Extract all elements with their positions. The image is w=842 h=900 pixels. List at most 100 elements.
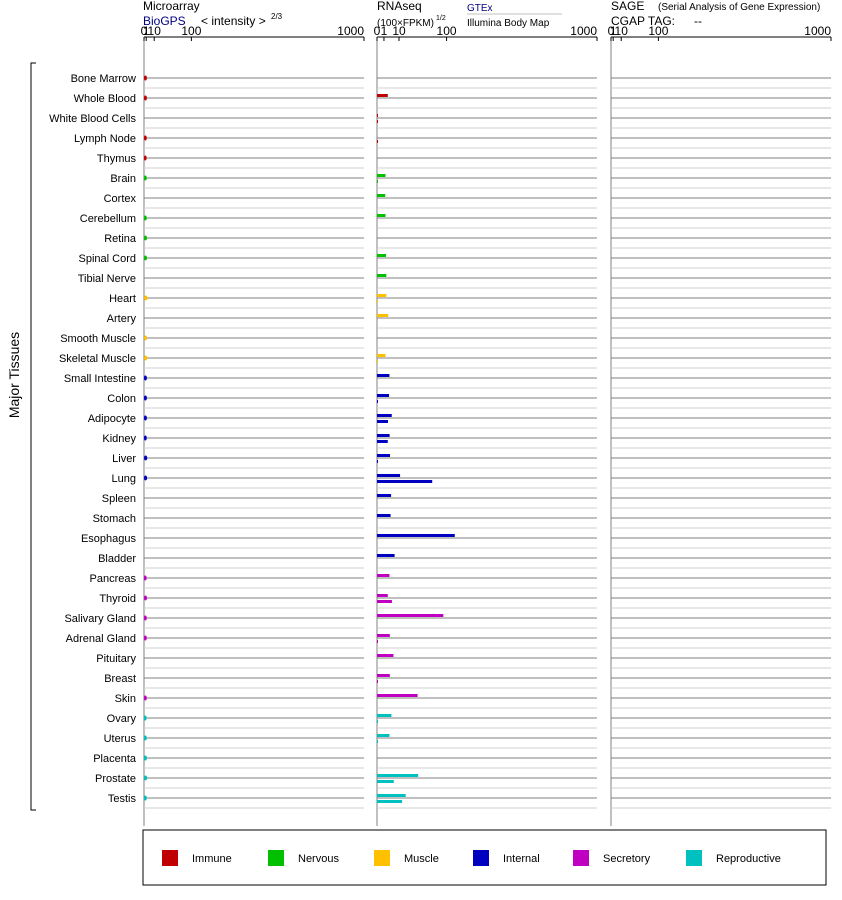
bar-gtex [377,514,391,517]
microarray-tick-label: 1000 [337,24,364,38]
tissue-label: Breast [104,673,136,685]
rnaseq-tick-label: 1 [381,24,388,38]
bar-gtex [377,474,401,477]
bar-biogps [144,295,148,301]
tissue-label: Cortex [104,193,137,205]
gtex-link[interactable]: GTEx [467,3,493,14]
tissue-label: Liver [112,453,136,465]
bar-gtex [377,434,390,437]
tissue-label: Kidney [102,433,136,445]
bar-gtex [377,554,395,557]
bar-gtex [377,594,388,597]
bar-gtex [377,494,392,497]
bars-layer [144,75,455,803]
tissue-label: Lung [112,473,136,485]
tissue-label: Whole Blood [74,93,136,105]
bar-biogps [144,355,148,361]
bar-biogps [144,775,148,781]
microarray-tick-label: 1 [143,24,150,38]
bar-gtex [377,214,386,217]
bar-gtex [377,794,406,797]
cgap-tag-value: -- [694,14,702,28]
tissue-label: Smooth Muscle [60,333,136,345]
rnaseq-tick-label: 10 [392,24,406,38]
bar-biogps [144,175,147,181]
rnaseq-tick-label: 100 [437,24,457,38]
legend-label-muscle: Muscle [404,853,439,865]
bar-gtex [377,194,386,197]
bar-ibm [377,640,378,643]
legend-swatch-muscle [374,850,390,866]
tissue-label: Artery [107,313,137,325]
legend-label-reproductive: Reproductive [716,853,781,865]
bar-biogps [144,755,147,761]
bar-gtex [377,534,455,537]
legend-label-internal: Internal [503,853,540,865]
bar-ibm [377,400,378,403]
bar-ibm [377,800,403,803]
sage-tick-label: 1 [610,24,617,38]
bar-ibm [377,680,378,683]
bar-ibm [377,480,433,483]
rnaseq-tick-label: 1000 [570,24,597,38]
tissue-label: Uterus [104,733,137,745]
bar-ibm [377,140,378,143]
microarray-title: Microarray [143,0,200,13]
bar-biogps [144,155,147,161]
bar-ibm [377,720,378,723]
bar-ibm [377,360,378,363]
bar-ibm [377,440,388,443]
bar-gtex [377,414,392,417]
bar-ibm [377,460,378,463]
rnaseq-scale-exponent: 1/2 [436,15,446,22]
bar-gtex [377,354,386,357]
bar-biogps [144,435,147,441]
tissue-label: Placenta [93,753,137,765]
legend-swatch-internal [473,850,489,866]
tissue-label: Lymph Node [74,133,136,145]
bar-biogps [144,255,148,261]
sage-subtitle: (Serial Analysis of Gene Expression) [658,2,820,13]
microarray-tick-label: 0 [141,24,148,38]
tissue-label: Thymus [97,153,137,165]
legend-label-nervous: Nervous [298,853,339,865]
bar-biogps [144,695,147,701]
legend-label-secretory: Secretory [603,853,651,865]
tissue-label: Stomach [93,513,136,525]
bar-ibm [377,780,394,783]
cgap-tag-label: CGAP TAG: [611,14,675,28]
tissue-label: White Blood Cells [49,113,136,125]
biogps-link[interactable]: BioGPS [143,14,186,28]
y-axis-bracket [30,62,36,811]
tissue-label: Spleen [102,493,136,505]
y-axis-label: Major Tissues [6,332,22,418]
tissue-label: Spinal Cord [79,253,136,265]
legend-swatch-secretory [573,850,589,866]
tissue-label: Pituitary [96,653,136,665]
bar-gtex [377,374,390,377]
bar-biogps [144,455,148,461]
tissue-label: Thyroid [99,593,136,605]
bar-biogps [144,395,147,401]
sage-title: SAGE [611,0,644,13]
bar-ibm [377,120,378,123]
bar-biogps [144,75,147,81]
rnaseq-tick-label: 0 [374,24,381,38]
bar-biogps [144,415,147,421]
tissue-label: Tibial Nerve [78,273,136,285]
rnaseq-scale-label: (100×FPKM) [377,18,434,29]
bar-biogps [144,135,147,141]
bar-biogps [144,575,147,581]
bar-gtex [377,654,394,657]
sage-tick-label: 10 [615,24,629,38]
tissue-label: Skin [115,693,136,705]
tissue-label: Bladder [98,553,136,565]
sage-tick-label: 100 [648,24,668,38]
bar-biogps [144,335,148,341]
bar-biogps [144,595,148,601]
bar-gtex [377,734,390,737]
illumina-body-map-label: Illumina Body Map [467,18,550,29]
bar-gtex [377,614,444,617]
